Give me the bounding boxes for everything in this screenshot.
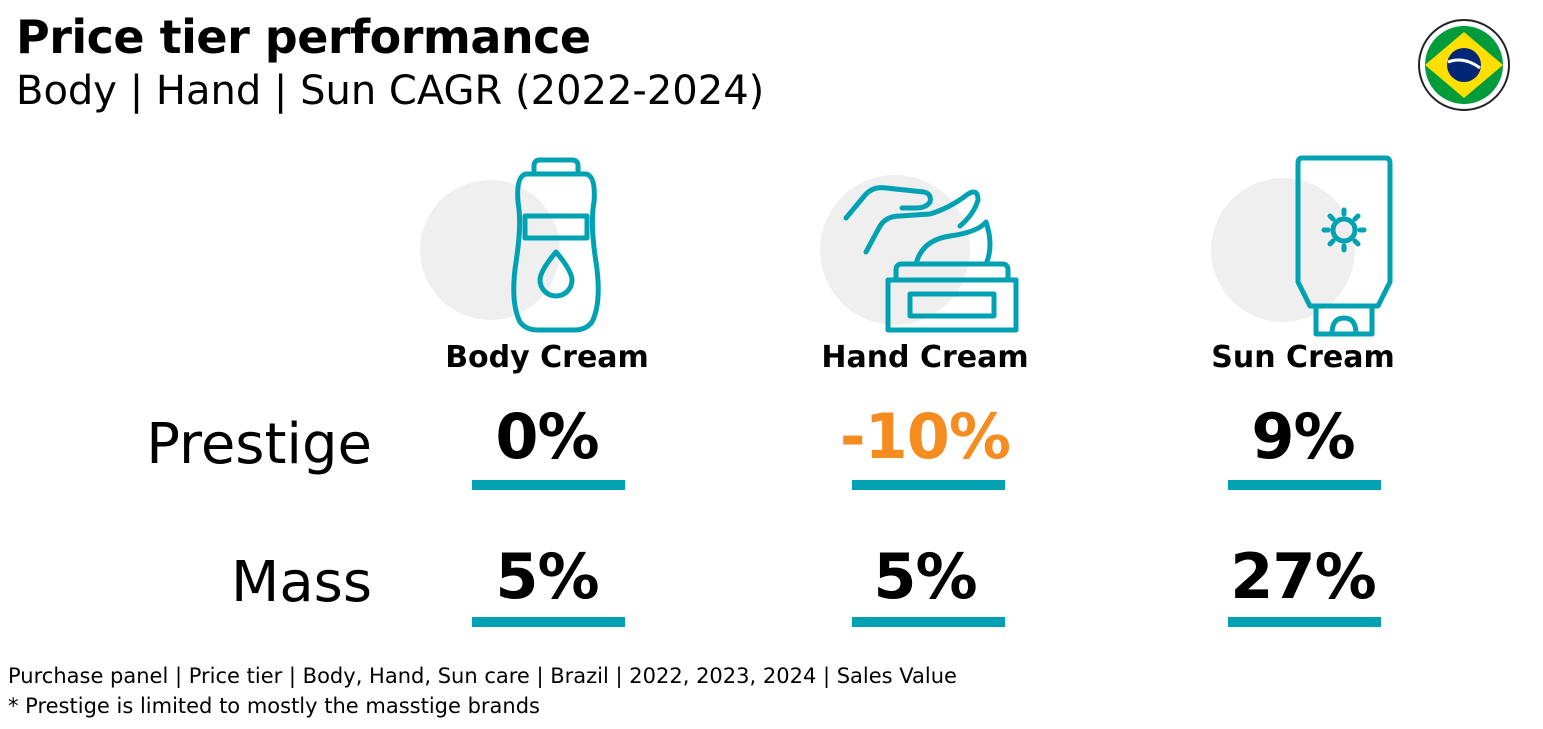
- value-underline: [472, 617, 625, 627]
- value-mass-body: 5%: [495, 540, 599, 613]
- body-lotion-bottle-icon: [420, 157, 601, 333]
- row-label-prestige: Prestige: [146, 412, 372, 477]
- value-prestige-hand: -10%: [839, 400, 1011, 473]
- value-underline: [852, 480, 1005, 490]
- value-mass-sun: 27%: [1230, 540, 1376, 613]
- column-header-body-cream: Body Cream: [445, 340, 649, 375]
- source-note: Purchase panel | Price tier | Body, Hand…: [8, 664, 957, 688]
- footnote: * Prestige is limited to mostly the mass…: [8, 694, 540, 718]
- column-header-hand-cream: Hand Cream: [821, 340, 1029, 375]
- value-prestige-sun: 9%: [1251, 400, 1355, 473]
- row-label-mass: Mass: [231, 550, 372, 615]
- sunscreen-tube-icon: [1211, 155, 1393, 337]
- hand-cream-jar-icon: [820, 175, 1019, 333]
- value-underline: [1228, 617, 1381, 627]
- brazil-flag-icon: [1418, 19, 1510, 111]
- value-underline: [472, 480, 625, 490]
- page-title: Price tier performance: [16, 10, 591, 64]
- column-header-sun-cream: Sun Cream: [1211, 340, 1395, 375]
- value-underline: [1228, 480, 1381, 490]
- value-prestige-body: 0%: [495, 400, 599, 473]
- value-underline: [852, 617, 1005, 627]
- value-mass-hand: 5%: [873, 540, 977, 613]
- page-subtitle: Body | Hand | Sun CAGR (2022-2024): [16, 68, 765, 114]
